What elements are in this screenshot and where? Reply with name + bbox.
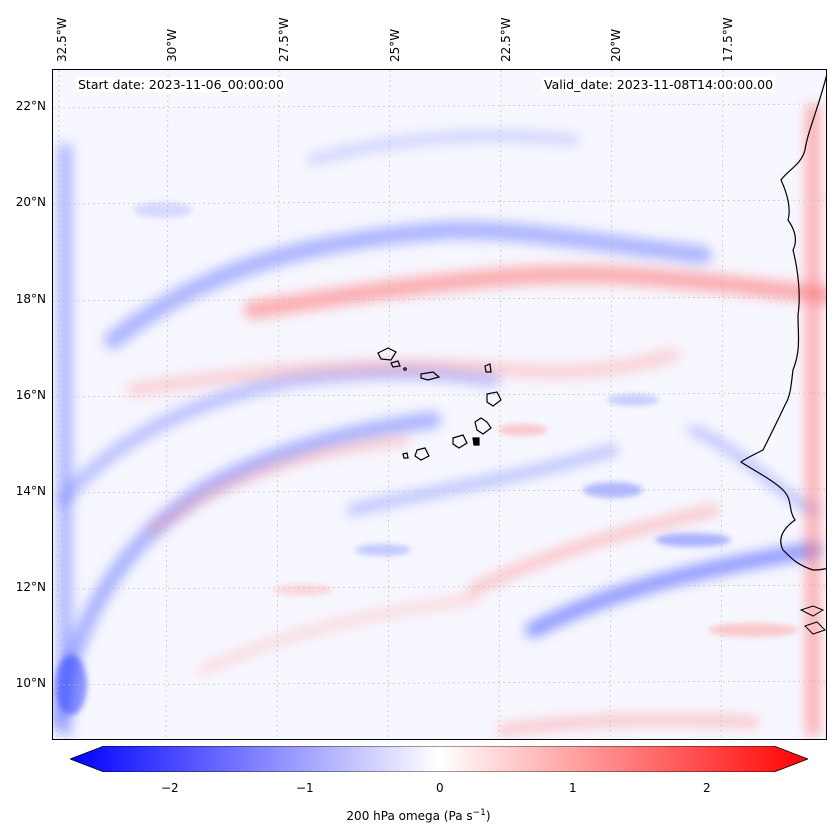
valid-date-label: Valid_date: 2023-11-08T14:00:00.00 <box>542 77 776 92</box>
lon-label-17-5w: 17.5°W <box>721 17 735 62</box>
lat-label-20n: 20°N <box>15 195 46 209</box>
lat-label-14n: 14°N <box>15 484 46 498</box>
lon-label-30w: 30°W <box>165 28 179 62</box>
omega-band-blue-southwest <box>53 412 441 728</box>
lat-label-10n: 10°N <box>15 676 46 690</box>
cbar-tick-label-neg1: −1 <box>296 781 314 795</box>
omega-band-blue-south <box>525 542 821 638</box>
omega-band-blue-upper <box>307 130 579 166</box>
cape-verde-islands <box>377 347 502 461</box>
omega-field <box>53 70 826 739</box>
cbar-tick-label-0: 0 <box>436 781 444 795</box>
coastline-bijagos <box>799 605 826 635</box>
lat-label-16n: 16°N <box>15 388 46 402</box>
omega-band-blue-arc <box>56 365 500 507</box>
lon-label-20w: 20°W <box>609 28 623 62</box>
omega-band-blue-central <box>347 444 619 516</box>
omega-band-red-arc <box>147 434 409 536</box>
colorbar <box>70 746 808 772</box>
omega-band-red-bottom <box>497 714 759 736</box>
omega-band-red-north <box>244 265 826 319</box>
graticule <box>53 70 826 739</box>
colorbar-title: 200 hPa omega (Pa s−1) <box>346 808 491 823</box>
lon-label-25w: 25°W <box>388 28 402 62</box>
cbar-tick-label-neg2: −2 <box>161 781 179 795</box>
lat-label-18n: 18°N <box>15 292 46 306</box>
omega-band-blue-east <box>688 425 818 515</box>
lat-label-12n: 12°N <box>15 580 46 594</box>
omega-band-red-southwest <box>198 595 478 675</box>
lon-label-27-5w: 27.5°W <box>277 17 291 62</box>
omega-band-blue-northwest <box>104 220 712 349</box>
cbar-tick-label-1: 1 <box>569 781 577 795</box>
omega-band-red-south <box>467 504 719 596</box>
omega-band-red-central <box>126 348 680 397</box>
start-date-label: Start date: 2023-11-06_00:00:00 <box>76 77 286 92</box>
lon-label-22-5w: 22.5°W <box>499 17 513 62</box>
lat-label-22n: 22°N <box>15 99 46 113</box>
coastline-africa <box>740 75 826 571</box>
omega-map[interactable] <box>52 69 827 740</box>
lon-label-32-5w: 32.5°W <box>55 17 69 62</box>
cbar-tick-label-2: 2 <box>703 781 711 795</box>
